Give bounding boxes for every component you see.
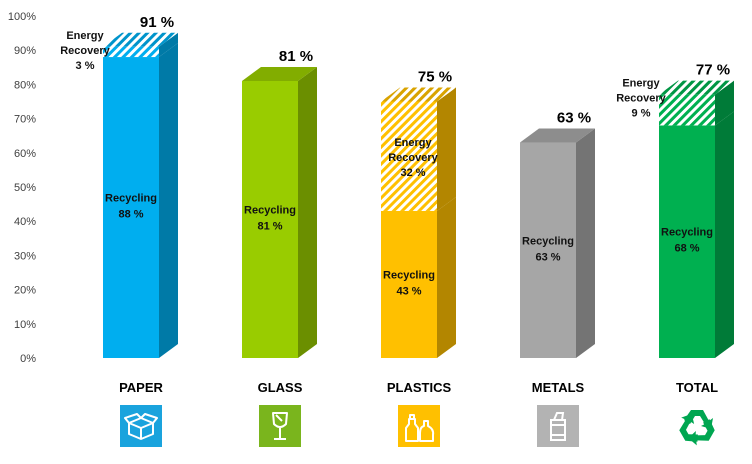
category-labels: PAPER GLASS PLASTICS METALS TOTAL (119, 380, 718, 395)
bar-top (520, 128, 595, 143)
category-label: METALS (532, 380, 585, 395)
energy-recovery-label: Recovery (616, 93, 666, 105)
bar-side (159, 43, 178, 358)
energy-recovery-label: Recovery (60, 45, 110, 57)
y-tick-label: 50% (14, 182, 36, 194)
bar-top (659, 80, 734, 95)
category-label: PAPER (119, 380, 163, 395)
y-tick-label: 30% (14, 250, 36, 262)
box-icon (120, 405, 162, 447)
bar-energy-recovery (103, 46, 159, 58)
bar-side (437, 87, 456, 211)
energy-recovery-label: Energy (66, 30, 104, 42)
bar-side (437, 196, 456, 358)
bar-recycling (659, 125, 715, 358)
total-label: 91 % (140, 14, 174, 31)
bottles-icon (398, 405, 440, 447)
bars-layer (103, 32, 734, 358)
bar-side (715, 80, 734, 126)
bar-side (298, 66, 317, 358)
y-tick-label: 0% (20, 353, 36, 365)
bar-energy-recovery (381, 101, 437, 211)
category-label: GLASS (258, 380, 303, 395)
recycle-icon (679, 410, 715, 446)
bar-group-plastics (381, 87, 456, 358)
recycling-label: 81 % (257, 220, 282, 232)
y-tick-label: 60% (14, 148, 36, 160)
energy-recovery-label: 9 % (632, 108, 651, 120)
recycling-label: 68 % (674, 243, 699, 255)
y-tick-label: 20% (14, 285, 36, 297)
total-label: 77 % (696, 62, 730, 79)
energy-recovery-label: Energy (394, 137, 432, 149)
total-label: 75 % (418, 69, 452, 86)
bar-group-glass (242, 66, 317, 358)
recycling-label: 43 % (396, 285, 421, 297)
energy-recovery-label: 32 % (400, 167, 425, 179)
energy-recovery-label: 3 % (76, 60, 95, 72)
y-axis: 0% 10% 20% 30% 40% 50% 60% 70% 80% 90% 100% (8, 11, 36, 365)
bar-top (103, 32, 178, 47)
energy-recovery-label: Recovery (388, 152, 438, 164)
bar-group-total (659, 80, 734, 358)
bar-energy-recovery (659, 94, 715, 126)
y-tick-label: 100% (8, 11, 36, 23)
glass-icon (259, 405, 301, 447)
bar-group-paper (103, 32, 178, 358)
bar-recycling (103, 57, 159, 358)
recycling-label: 63 % (535, 251, 560, 263)
can-icon (537, 405, 579, 447)
bar-top (381, 87, 456, 102)
bar-side (576, 128, 595, 358)
recycling-label: Recycling (522, 235, 574, 247)
category-label: TOTAL (676, 380, 718, 395)
bar-top (242, 66, 317, 81)
bar-recycling (242, 80, 298, 358)
recycling-label: Recycling (661, 227, 713, 239)
bar-recycling (520, 142, 576, 358)
labels-layer: 91 % Recycling 88 % Energy Recovery 3 % 81 % Re… (60, 14, 730, 298)
recycling-label: Recycling (383, 269, 435, 281)
y-tick-label: 40% (14, 216, 36, 228)
recycling-label: 88 % (118, 209, 143, 221)
recycling-label: Recycling (105, 193, 157, 205)
y-tick-label: 90% (14, 45, 36, 57)
recycling-label: Recycling (244, 204, 296, 216)
total-label: 63 % (557, 110, 591, 127)
category-label: PLASTICS (387, 380, 452, 395)
energy-recovery-label: Energy (622, 78, 660, 90)
category-icons (120, 405, 715, 447)
total-label: 81 % (279, 48, 313, 65)
bar-group-metals (520, 128, 595, 358)
bar-side (159, 32, 178, 58)
bar-recycling (381, 210, 437, 358)
y-tick-label: 70% (14, 114, 36, 126)
y-tick-label: 80% (14, 79, 36, 91)
bar-side (715, 111, 734, 358)
y-tick-label: 10% (14, 319, 36, 331)
